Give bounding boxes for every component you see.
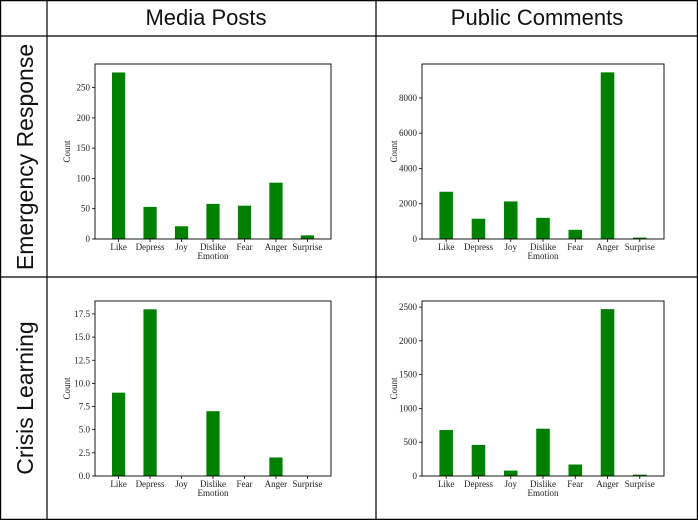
y-axis-label: Count — [62, 377, 72, 400]
y-tick-label: 2000 — [399, 199, 418, 209]
bar-like — [111, 72, 126, 239]
x-tick-label: Depress — [136, 242, 165, 252]
bar-dislike — [206, 203, 220, 239]
x-tick-label: Anger — [265, 242, 288, 252]
y-tick-label: 0.0 — [79, 471, 91, 481]
x-tick-label: Anger — [596, 479, 619, 489]
y-tick-label: 8000 — [399, 93, 418, 103]
chart-panel-3: Like Depress Joy Dislike Fear Anger Surprise 0.… — [62, 300, 332, 498]
y-tick-label: 100 — [77, 173, 91, 183]
y-tick-label: 2.5 — [79, 448, 91, 458]
bar-like — [439, 430, 453, 476]
y-axis-label: Count — [62, 140, 72, 163]
x-axis-label: Emotion — [198, 488, 229, 498]
chart-panels: Like Depress Joy Dislike Fear Anger Surprise 0 5… — [62, 63, 665, 498]
bar-joy — [503, 201, 518, 239]
y-tick-label: 4000 — [399, 163, 418, 173]
y-tick-label: 150 — [77, 143, 91, 153]
x-tick-label: Anger — [265, 479, 288, 489]
bar-joy — [503, 470, 518, 476]
bar-anger — [269, 457, 283, 476]
y-tick-label: 10.0 — [74, 378, 90, 388]
x-tick-label: Dislike — [530, 242, 556, 252]
y-tick-label: 0 — [413, 234, 418, 244]
y-tick-label: 500 — [404, 437, 418, 447]
y-tick-label: 200 — [77, 113, 91, 123]
x-tick-label: Like — [438, 242, 455, 252]
x-tick-label: Like — [110, 479, 127, 489]
y-axis-label: Count — [389, 377, 399, 400]
x-tick-label: Dislike — [200, 242, 226, 252]
y-tick-label: 2500 — [399, 302, 418, 312]
x-tick-label: Fear — [236, 242, 252, 252]
y-tick-label: 7.5 — [79, 402, 91, 412]
x-tick-label: Surprise — [292, 242, 322, 252]
x-tick-label: Like — [438, 479, 455, 489]
x-axis-label: Emotion — [528, 488, 559, 498]
row-header-crisis-learning: Crisis Learning — [12, 321, 38, 474]
chart-panel-1: Like Depress Joy Dislike Fear Anger Surprise 0 5… — [62, 63, 332, 261]
bar-surprise — [633, 474, 647, 476]
chart-panel-2: Like Depress Joy Dislike Fear Anger Surprise 0 2… — [389, 63, 665, 261]
x-tick-label: Surprise — [625, 479, 655, 489]
x-tick-label: Depress — [464, 242, 493, 252]
y-axis-label: Count — [389, 140, 399, 163]
plot-frame — [421, 63, 665, 240]
column-header-media-posts: Media Posts — [145, 5, 266, 30]
x-tick-label: Joy — [175, 242, 188, 252]
chart-panel-4: Like Depress Joy Dislike Fear Anger Surprise 0 5… — [389, 300, 665, 498]
bar-depress — [143, 206, 157, 239]
bar-depress — [471, 444, 486, 476]
y-tick-label: 50 — [81, 204, 91, 214]
x-axis-label: Emotion — [528, 251, 559, 261]
bar-depress — [471, 218, 486, 239]
x-tick-label: Depress — [136, 479, 165, 489]
x-tick-label: Joy — [175, 479, 188, 489]
y-tick-label: 12.5 — [74, 355, 90, 365]
bar-surprise — [633, 237, 647, 239]
bar-fear — [568, 464, 583, 476]
x-tick-label: Dislike — [530, 479, 556, 489]
y-tick-label: 1000 — [399, 403, 418, 413]
bar-fear — [237, 205, 252, 239]
bar-anger — [600, 72, 615, 239]
x-tick-label: Anger — [596, 242, 619, 252]
y-tick-label: 250 — [77, 83, 91, 93]
x-tick-label: Surprise — [292, 479, 322, 489]
bar-dislike — [536, 217, 550, 239]
y-tick-label: 0 — [86, 234, 91, 244]
y-tick-label: 2000 — [399, 336, 418, 346]
bar-dislike — [536, 428, 550, 476]
y-tick-label: 17.5 — [74, 309, 90, 319]
x-tick-label: Dislike — [200, 479, 226, 489]
x-tick-label: Joy — [504, 242, 517, 252]
x-tick-label: Depress — [464, 479, 493, 489]
bar-joy — [174, 226, 189, 239]
bar-anger — [269, 182, 283, 239]
x-tick-label: Joy — [504, 479, 517, 489]
x-tick-label: Surprise — [625, 242, 655, 252]
x-axis-label: Emotion — [198, 251, 229, 261]
x-tick-label: Fear — [567, 479, 583, 489]
y-tick-label: 1500 — [399, 370, 418, 380]
x-tick-label: Fear — [567, 242, 583, 252]
bar-dislike — [206, 411, 220, 476]
bar-fear — [568, 229, 583, 239]
x-tick-label: Fear — [236, 479, 252, 489]
x-tick-label: Like — [110, 242, 127, 252]
y-tick-label: 0 — [413, 471, 418, 481]
bar-anger — [600, 309, 615, 476]
y-tick-label: 6000 — [399, 128, 418, 138]
bar-surprise — [300, 235, 315, 239]
y-tick-label: 5.0 — [79, 425, 91, 435]
row-header-emergency-response: Emergency Response — [12, 44, 38, 270]
column-header-public-comments: Public Comments — [451, 5, 623, 30]
bar-like — [111, 392, 126, 476]
y-tick-label: 15.0 — [74, 332, 90, 342]
bar-depress — [143, 309, 157, 476]
bar-like — [439, 191, 453, 239]
